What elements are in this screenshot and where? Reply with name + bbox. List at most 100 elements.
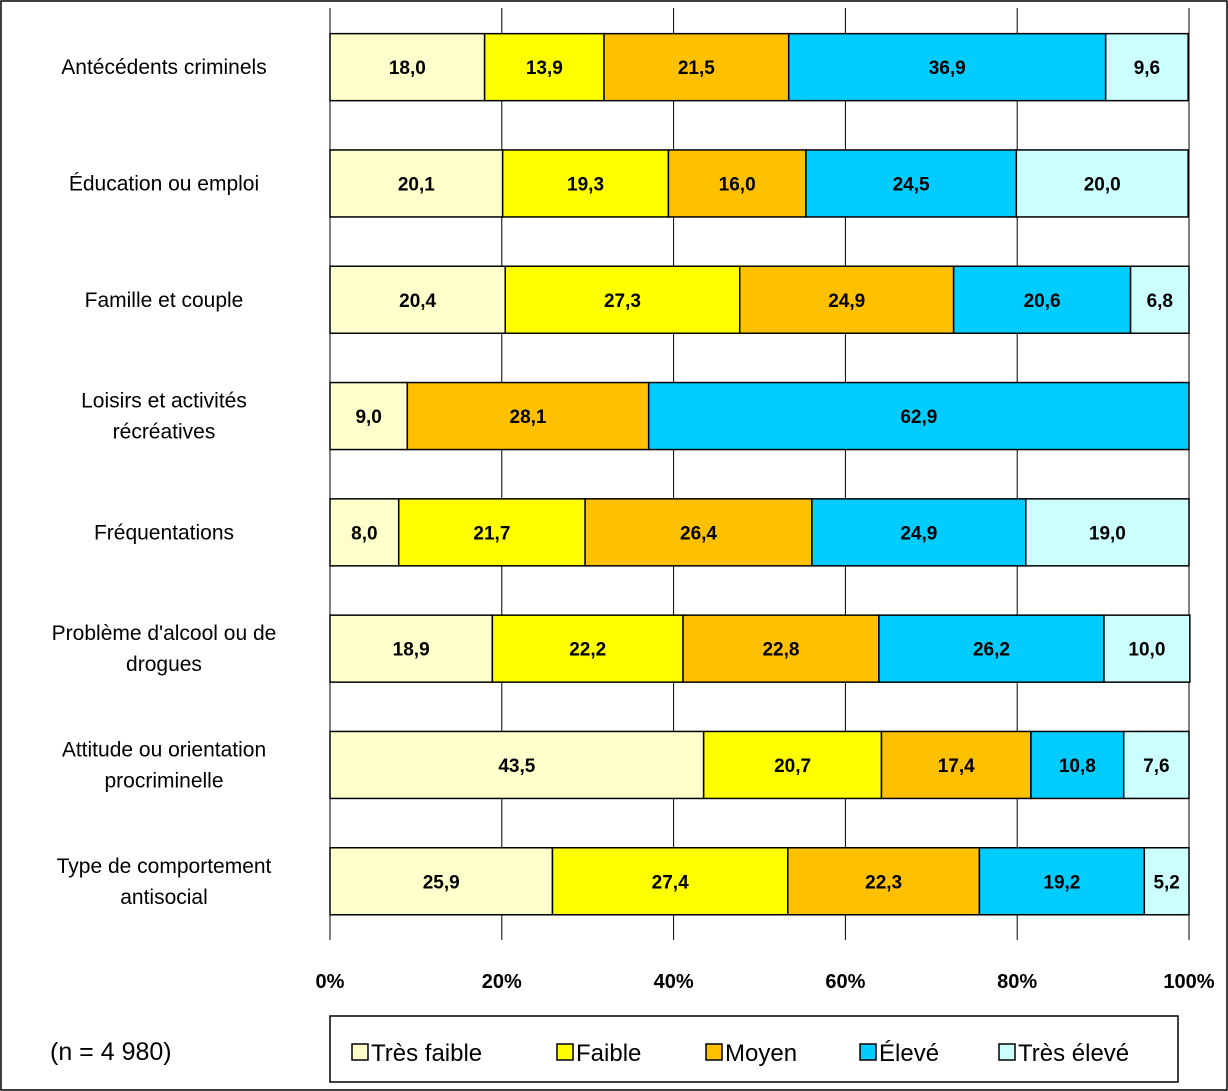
bar-segment [329, 614, 494, 683]
legend-label: Élevé [879, 1040, 939, 1067]
bar-segment [878, 614, 1105, 683]
data-label: 20,6 [1024, 291, 1061, 312]
bar-segment [647, 381, 1190, 451]
legend-label: Très élevé [1018, 1040, 1129, 1067]
bar-segment [702, 730, 883, 800]
legend-label: Moyen [725, 1040, 797, 1067]
bar-segment [1104, 32, 1189, 102]
data-label: 22,8 [762, 640, 799, 661]
data-label: 27,3 [604, 291, 641, 312]
tick-label: 40% [654, 971, 694, 993]
bar-segment [811, 498, 1027, 567]
data-label: 20,1 [398, 174, 435, 195]
data-label: 22,2 [569, 640, 606, 661]
data-label: 6,8 [1147, 291, 1173, 312]
bar-segment [667, 149, 807, 218]
category-label: procriminelle [104, 769, 223, 792]
bar-segment [483, 32, 605, 102]
tick-label: 100% [1163, 971, 1214, 993]
data-label: 18,0 [389, 58, 426, 79]
bar-segment [787, 32, 1107, 102]
legend-swatch [859, 1043, 877, 1061]
bar-segment [329, 265, 506, 334]
data-label: 62,9 [900, 407, 937, 428]
tick-label: 80% [997, 971, 1037, 993]
bar-segment [329, 498, 400, 567]
bar-segment [329, 847, 554, 916]
data-label: 28,1 [510, 407, 547, 428]
data-label: 18,9 [393, 640, 430, 661]
legend-swatch [998, 1043, 1016, 1061]
bar-segment [880, 730, 1032, 800]
data-label: 21,7 [473, 523, 510, 544]
bar-segment [682, 614, 880, 683]
data-label: 20,4 [399, 291, 436, 312]
bar-segment [329, 381, 409, 451]
bar-segment [978, 847, 1146, 916]
tick-label: 20% [482, 971, 522, 993]
bar-segment [501, 149, 670, 218]
data-label: 5,2 [1153, 872, 1179, 893]
category-label: Éducation ou emploi [69, 172, 259, 195]
bar-segment [406, 381, 650, 451]
data-label: 25,9 [423, 872, 460, 893]
category-label: Antécédents criminels [61, 56, 266, 79]
data-label: 17,4 [938, 756, 975, 777]
legend-box [329, 1015, 1179, 1083]
bar-segment [1015, 149, 1189, 218]
bar-segment [603, 32, 790, 102]
data-label: 20,7 [774, 756, 811, 777]
data-label: 9,0 [355, 407, 381, 428]
bar-segment [1025, 498, 1190, 567]
data-label: 10,8 [1059, 756, 1096, 777]
data-label: 21,5 [678, 58, 715, 79]
category-label: récréatives [113, 421, 216, 444]
bar-segment [1143, 847, 1190, 916]
data-label: 36,9 [929, 58, 966, 79]
bar-segment [329, 149, 504, 218]
category-labels: Antécédents criminels Éducation ou emploi… [52, 56, 277, 909]
tick-label: 60% [825, 971, 865, 993]
bar-segment [787, 847, 981, 916]
bar-segment [1030, 730, 1125, 800]
data-label: 10,0 [1128, 640, 1165, 661]
data-label: 20,0 [1084, 174, 1121, 195]
bar-segment [491, 614, 684, 683]
data-label: 26,2 [973, 640, 1010, 661]
data-label: 9,6 [1134, 58, 1160, 79]
data-label: 8,0 [351, 523, 377, 544]
legend-label: Très faible [371, 1040, 482, 1067]
data-label: 24,5 [893, 174, 930, 195]
legend-swatch [556, 1043, 574, 1061]
sample-size-note: (n = 4 980) [50, 1038, 172, 1066]
category-label: Attitude ou orientation [62, 738, 266, 761]
category-label: Famille et couple [85, 289, 244, 312]
bar-segment [1129, 265, 1190, 334]
category-label: antisocial [120, 886, 208, 909]
data-label: 19,2 [1043, 872, 1080, 893]
x-axis-tick-labels: 0% 20% 40% 60% 80% 100% [316, 971, 1215, 993]
legend-swatch [705, 1043, 723, 1061]
bar-segment [551, 847, 789, 916]
category-label: Fréquentations [94, 521, 234, 544]
legend-swatch [351, 1043, 369, 1061]
data-label: 24,9 [900, 523, 937, 544]
data-label: 13,9 [526, 58, 563, 79]
data-label: 26,4 [680, 523, 717, 544]
bar-segment [738, 265, 955, 334]
category-label: Loisirs et activités [81, 390, 247, 413]
category-label: Type de comportement [57, 855, 272, 878]
bar-segment [1103, 614, 1191, 683]
data-label: 24,9 [828, 291, 865, 312]
category-label: Problème d'alcool ou de [52, 622, 277, 645]
legend: Très faible Faible Moyen Élevé Très élevé [329, 1015, 1179, 1083]
legend-label: Faible [576, 1040, 641, 1067]
data-label: 19,3 [567, 174, 604, 195]
bar-segment [504, 265, 741, 334]
bar-segment [805, 149, 1018, 218]
data-label: 16,0 [719, 174, 756, 195]
category-label: drogues [126, 653, 202, 676]
bar-segment [397, 498, 586, 567]
